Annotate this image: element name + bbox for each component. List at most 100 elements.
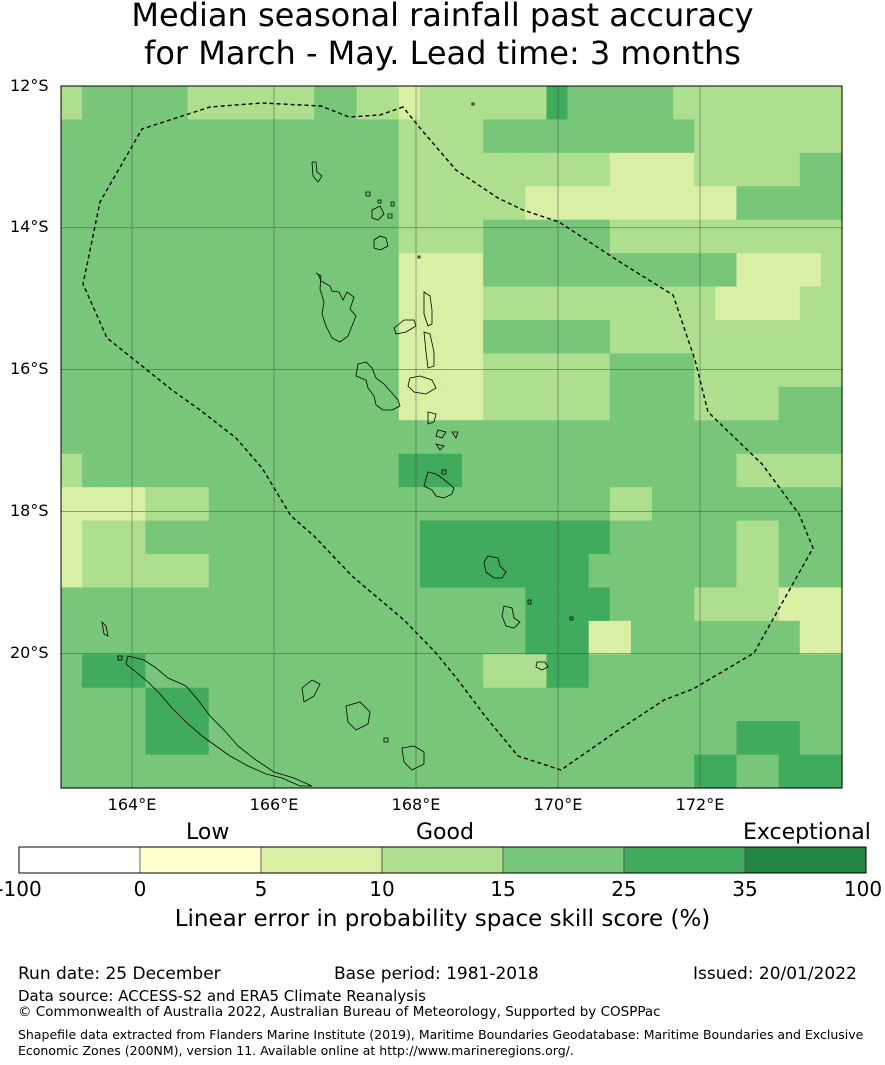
grid-cell (525, 320, 548, 355)
grid-cell (799, 620, 822, 655)
grid-cell (462, 219, 484, 254)
grid-cell (145, 353, 168, 388)
grid-cell (609, 487, 632, 522)
grid-cell (715, 186, 738, 221)
grid-cell (398, 386, 421, 421)
grid-cell (61, 253, 83, 288)
colorbar-tick: 15 (490, 877, 516, 901)
grid-cell (546, 721, 569, 756)
grid-cell (567, 386, 590, 421)
category-low: Low (186, 820, 230, 845)
grid-cell (546, 386, 569, 421)
grid-cell (525, 286, 548, 321)
grid-cell (314, 654, 337, 689)
grid-cell (462, 654, 484, 689)
grid-cell (440, 119, 463, 154)
grid-cell (778, 754, 801, 789)
grid-cell (82, 453, 104, 488)
grid-cell (673, 219, 695, 254)
grid-cell (462, 520, 484, 555)
grid-cell (630, 219, 653, 254)
grid-cell (124, 587, 147, 622)
coastline-shepherds (435, 429, 447, 439)
grid-cell (166, 320, 189, 355)
grid-cell (440, 253, 463, 288)
grid-cell (567, 587, 590, 622)
grid-cell (103, 520, 125, 555)
grid-cell (208, 754, 231, 789)
grid-cell (145, 620, 168, 655)
grid-cell (820, 353, 843, 388)
grid-cell (630, 520, 653, 555)
grid-cell (736, 420, 759, 455)
grid-cell (314, 86, 337, 121)
coastline-islet-9 (441, 469, 447, 475)
grid-cell (799, 119, 822, 154)
grid-cell (799, 320, 822, 355)
grid-cell (82, 654, 104, 689)
grid-cell (567, 554, 590, 589)
grid-cell (609, 554, 632, 589)
grid-cell (82, 86, 104, 121)
grid-cell (272, 554, 294, 589)
grid-cell (187, 119, 210, 154)
grid-cell (546, 587, 569, 622)
grid-cell (124, 687, 147, 722)
grid-cell (419, 219, 442, 254)
grid-cell (778, 620, 801, 655)
grid-cell (272, 520, 294, 555)
grid-cell (419, 721, 442, 756)
grid-cell (166, 654, 189, 689)
grid-cell (736, 119, 759, 154)
grid-cell (419, 554, 442, 589)
grid-cell (377, 286, 400, 321)
grid-cell (314, 353, 337, 388)
grid-cell (335, 119, 358, 154)
grid-cell (145, 754, 168, 789)
grid-cell (673, 520, 695, 555)
grid-cell (778, 453, 801, 488)
grid-cell (588, 386, 611, 421)
grid-cell (61, 487, 83, 522)
grid-cell (588, 754, 611, 789)
colorbar-segment (623, 846, 746, 874)
grid-cell (673, 554, 695, 589)
grid-cell (609, 654, 632, 689)
grid-cell (440, 453, 463, 488)
grid-cell (567, 754, 590, 789)
grid-cell (715, 386, 738, 421)
lat-label-20s: 20°S (10, 643, 49, 662)
grid-cell (314, 286, 337, 321)
coastline-islet-8 (451, 431, 459, 439)
grid-cell (736, 453, 759, 488)
grid-cell (82, 487, 104, 522)
grid-cell (652, 420, 674, 455)
grid-cell (462, 253, 484, 288)
grid-cell (673, 320, 695, 355)
grid-cell (673, 286, 695, 321)
grid-cell (314, 253, 337, 288)
grid-cell (187, 721, 210, 756)
grid-cell (652, 386, 674, 421)
grid-cell (694, 320, 716, 355)
grid-cell (398, 420, 421, 455)
grid-cell (757, 219, 780, 254)
lat-label-16s: 16°S (10, 359, 49, 378)
grid-cell (694, 420, 716, 455)
grid-cell (103, 253, 125, 288)
grid-cell (757, 554, 780, 589)
grid-cell (673, 86, 695, 121)
grid-cell (272, 186, 294, 221)
grid-cell (187, 152, 210, 187)
grid-cell (609, 320, 632, 355)
grid-cell (609, 286, 632, 321)
grid-cell (609, 219, 632, 254)
grid-cell (229, 453, 252, 488)
grid-cell (187, 86, 210, 121)
grid-cell (757, 420, 780, 455)
grid-cell (419, 353, 442, 388)
grid-cell (778, 320, 801, 355)
grid-cell (187, 754, 210, 789)
grid-cell (546, 320, 569, 355)
grid-cell (250, 587, 273, 622)
